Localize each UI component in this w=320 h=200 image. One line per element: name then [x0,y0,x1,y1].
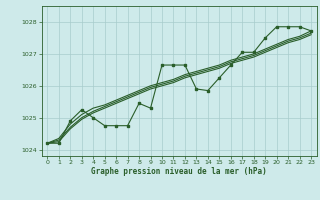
X-axis label: Graphe pression niveau de la mer (hPa): Graphe pression niveau de la mer (hPa) [91,167,267,176]
